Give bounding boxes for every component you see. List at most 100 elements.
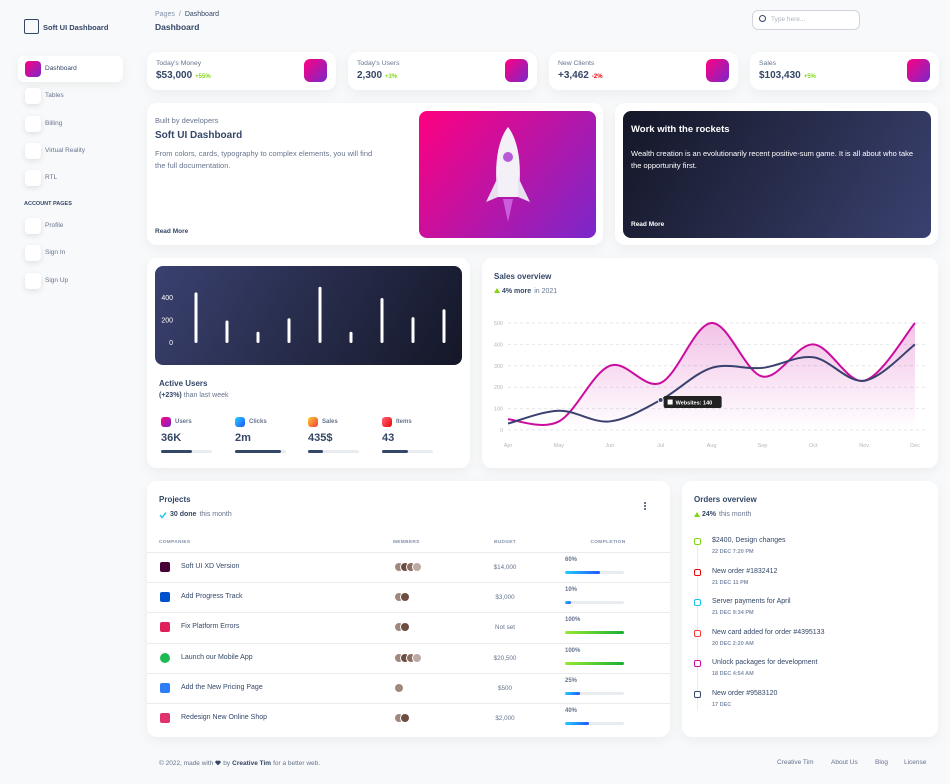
breadcrumb-item: / — [178, 11, 181, 18]
company-name: Add Progress Track — [181, 593, 243, 601]
company-name: Launch our Mobile App — [181, 653, 253, 661]
active-users-sub: (+23%) than last week — [159, 392, 229, 399]
budget: $500 — [497, 684, 512, 692]
timeline-icon — [694, 538, 701, 545]
orders-title: Orders overview — [694, 495, 757, 504]
completion-track — [565, 601, 624, 605]
tooltip-swatch — [667, 399, 673, 405]
timeline-icon — [694, 568, 701, 576]
footer-part: by — [223, 760, 231, 767]
order-title: New order #1832412 — [712, 567, 778, 575]
completion-bar — [565, 631, 624, 635]
bar-chart: 0 200 400 — [161, 286, 446, 347]
nav-link[interactable]: Profile — [45, 222, 64, 229]
footer-part: for a better web. — [273, 760, 321, 767]
rocket-fin — [486, 177, 530, 202]
breadcrumb-item[interactable]: Pages — [155, 11, 175, 18]
rocket-window — [503, 152, 513, 162]
footer-part: © 2022, made with — [159, 760, 214, 767]
sales-note: in 2021 — [534, 288, 558, 295]
nav-icon — [25, 218, 41, 234]
timeline-icon — [694, 629, 701, 637]
item-label: Users — [175, 419, 192, 425]
footer-link[interactable]: Creative Tim — [777, 759, 814, 766]
budget: $14,000 — [493, 564, 517, 571]
menu-dots[interactable] — [644, 502, 646, 510]
footer-author[interactable]: Creative Tim — [232, 760, 272, 767]
company-logo — [160, 592, 170, 603]
item-label: Items — [396, 419, 412, 425]
active-users-title: Active Users — [159, 379, 208, 388]
stat-change: +5% — [803, 74, 816, 80]
nav-icon — [25, 143, 41, 159]
intro-text: From colors, cards, typography to comple… — [155, 149, 373, 171]
completion-label: 100% — [565, 647, 581, 654]
member-avatar — [394, 682, 404, 693]
nav-link[interactable]: Virtual Reality — [45, 147, 85, 154]
footer-link[interactable]: Blog — [875, 759, 889, 766]
bar — [349, 331, 353, 343]
footer-link[interactable]: License — [904, 759, 927, 766]
completion-bar — [565, 691, 580, 695]
x-tick-label: Jun — [605, 443, 614, 449]
intro-link[interactable]: Read More — [155, 228, 189, 235]
orders-change: 24% — [702, 511, 717, 518]
company-logo — [160, 682, 170, 693]
search-box[interactable] — [752, 10, 860, 30]
item-track — [308, 450, 359, 453]
check — [159, 512, 167, 519]
budget: $3,000 — [495, 594, 515, 602]
nav-link[interactable]: Dashboard — [45, 65, 77, 72]
company-name: Add the New Pricing Page — [181, 683, 263, 691]
item-value: 2m — [235, 432, 251, 444]
y-tick-label: 500 — [494, 321, 503, 327]
rockets-link[interactable]: Read More — [631, 221, 665, 228]
timeline-icon — [694, 599, 701, 606]
x-tick-label: Apr — [504, 443, 513, 449]
y-tick-label: 400 — [161, 295, 173, 302]
search-icon — [759, 15, 766, 22]
order-time: 21 DEC 9:34 PM — [712, 610, 754, 616]
x-tick-label: Oct — [809, 443, 818, 449]
budget: $20,500 — [493, 654, 517, 662]
bar-chart-bg — [155, 266, 462, 365]
intro-kicker: Built by developers — [155, 116, 219, 125]
member-avatar — [412, 562, 422, 572]
stat-value-row: 2,300 +3% — [357, 70, 397, 81]
up-arrow — [494, 288, 500, 293]
nav-link[interactable]: Sign In — [45, 249, 66, 256]
stat-value: $103,430 — [759, 70, 801, 81]
timeline — [697, 541, 698, 711]
check-icon — [159, 512, 167, 519]
y-tick-label: 400 — [494, 342, 503, 348]
up-arrow — [694, 512, 700, 517]
stat-change: +55% — [195, 74, 211, 80]
row-rule — [147, 703, 670, 704]
stat-value: 2,300 — [357, 70, 383, 81]
stat-icon — [907, 59, 930, 82]
projects-done: 30 done — [170, 511, 197, 518]
sales-title: Sales overview — [494, 272, 552, 281]
stat-label: Today's Users — [357, 60, 400, 67]
x-tick-label: Sep — [757, 443, 767, 449]
item-icon — [382, 417, 392, 427]
nav-link[interactable]: Sign Up — [45, 277, 69, 284]
item-progress — [308, 450, 324, 453]
nav-icon — [25, 88, 41, 104]
completion-label: 10% — [565, 587, 578, 594]
order-title: $2400, Design changes — [712, 537, 786, 544]
nav-link[interactable]: Tables — [45, 92, 64, 99]
y-tick-label: 200 — [494, 385, 503, 391]
member-avatar — [400, 622, 410, 633]
footer-link[interactable]: About Us — [831, 759, 858, 766]
completion-track — [565, 691, 624, 695]
orders-card — [682, 481, 938, 737]
nav-link[interactable]: Billing — [45, 120, 63, 127]
nav-link[interactable]: RTL — [45, 174, 58, 181]
order-time: 21 DEC 11 PM — [712, 579, 749, 586]
bar — [318, 286, 322, 343]
item-icon — [308, 417, 318, 427]
y-tick-label: 200 — [161, 318, 173, 325]
rockets-title: Work with the rockets — [631, 124, 730, 135]
